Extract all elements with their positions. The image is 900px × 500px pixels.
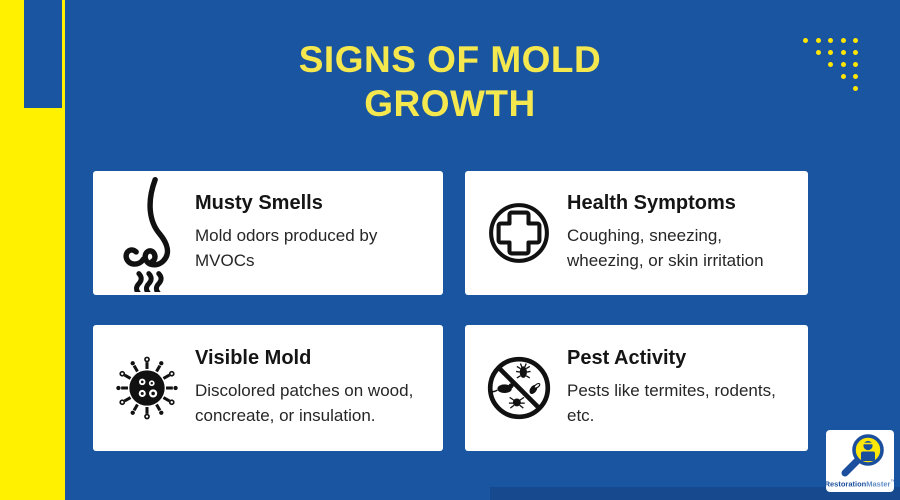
no-pests-icon <box>477 352 561 424</box>
card-health-symptoms: Health Symptoms Coughing, sneezing, whee… <box>465 171 808 295</box>
card-title: Visible Mold <box>195 347 312 370</box>
card-musty-smells: Musty Smells Mold odors produced by MVOC… <box>93 171 443 295</box>
medical-cross-icon <box>477 199 561 267</box>
bottom-accent-strip <box>490 487 900 500</box>
card-body: Coughing, sneezing, wheezing, or skin ir… <box>567 226 764 270</box>
logo-wordmark: RestorationMaster™ <box>824 478 896 489</box>
card-pest-activity: Pest Activity Pests like termites, roden… <box>465 325 808 451</box>
card-content: Health Symptoms Coughing, sneezing, whee… <box>561 192 798 273</box>
card-title: Musty Smells <box>195 192 323 215</box>
left-accent-notch <box>24 0 62 108</box>
dots-pattern <box>803 38 858 91</box>
magnifier-person-icon <box>841 434 884 477</box>
card-title: Pest Activity <box>567 347 687 370</box>
page-title: SIGNS OF MOLD GROWTH <box>0 38 900 126</box>
restorationmaster-logo: RestorationMaster™ <box>824 430 896 492</box>
card-body: Mold odors produced by MVOCs <box>195 226 378 270</box>
page-title-line1: SIGNS OF MOLD <box>298 39 602 80</box>
nose-smell-icon <box>105 174 189 292</box>
card-title: Health Symptoms <box>567 192 736 215</box>
card-content: Musty Smells Mold odors produced by MVOC… <box>189 192 433 273</box>
card-visible-mold: Visible Mold Discolored patches on wood,… <box>93 325 443 451</box>
page-title-line2: GROWTH <box>364 83 536 124</box>
card-body: Pests like termites, rodents, etc. <box>567 381 776 425</box>
card-content: Visible Mold Discolored patches on wood,… <box>189 347 433 428</box>
card-body: Discolored patches on wood, concreate, o… <box>195 381 414 425</box>
mold-spore-icon <box>105 354 189 422</box>
card-content: Pest Activity Pests like termites, roden… <box>561 347 798 428</box>
